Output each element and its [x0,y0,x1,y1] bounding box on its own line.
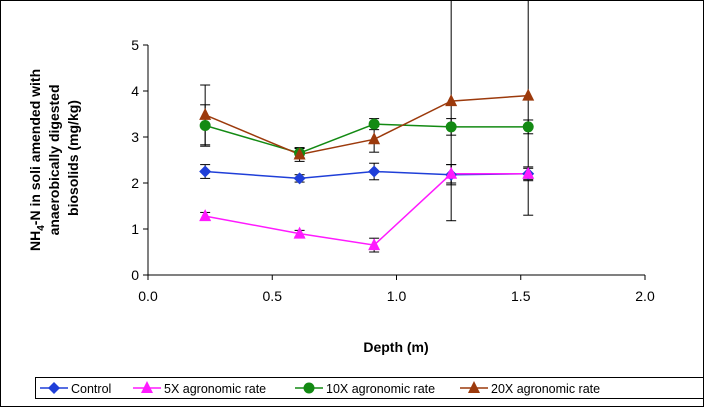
series-1-point [368,165,381,178]
y-tick-label: 4 [131,83,139,99]
series-2-point [445,166,458,179]
x-tick-label: 2.0 [635,288,655,304]
series-3-point [522,121,534,133]
series-3-point [445,121,457,133]
legend-marker [48,382,60,394]
x-tick-label: 0.0 [138,288,158,304]
legend-label: 5X agronomic rate [164,382,266,396]
legend-marker [303,382,315,394]
series-3-point [368,118,380,130]
x-tick-label: 1.5 [511,288,531,304]
series-4-point [368,132,381,145]
y-tick-label: 5 [131,37,139,53]
axes: 0 1 2 3 4 5 0.0 0.5 1.0 1.5 2.0 [131,37,655,304]
x-tick-label: 0.5 [263,288,283,304]
legend-label: 10X agronomic rate [326,382,435,396]
y-tick-label: 1 [131,221,139,237]
y-axis-label: NH4-N in soli amended with anaerobically… [27,65,81,251]
series-2-point [368,238,381,251]
series-2-point [199,209,212,222]
series-2-point [522,166,535,179]
series-3-point [199,120,211,131]
series-4-point [199,107,212,120]
legend-marker [468,381,480,393]
series-4-point [522,88,535,101]
x-tick-label: 1.0 [387,288,407,304]
legend-marker [141,381,153,393]
series-1-point [199,165,212,178]
series-1-point [293,172,306,185]
series-markers [199,88,535,251]
series-4-point [293,147,306,160]
y-tick-label: 3 [131,129,139,145]
series-4-point [445,94,458,107]
x-axis-label: Depth (m) [363,339,428,355]
legend-label: 20X agronomic rate [491,382,600,396]
y-tick-label: 0 [131,267,139,283]
series-2-point [293,226,306,239]
y-tick-label: 2 [131,175,139,191]
legend-label: Control [71,382,111,396]
legend-items: Control 5X agronomic rate 10X agronomic ra… [40,381,600,396]
